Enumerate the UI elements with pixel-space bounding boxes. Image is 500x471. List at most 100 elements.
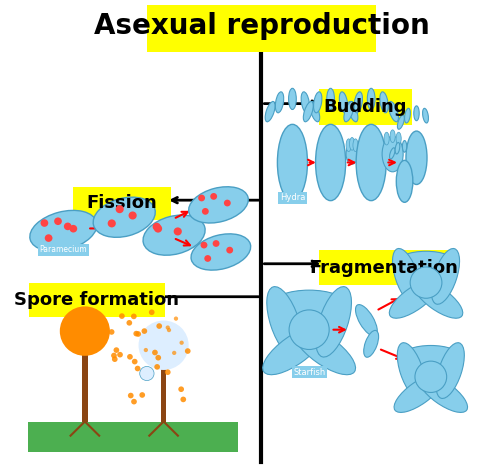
Ellipse shape (402, 346, 460, 368)
Ellipse shape (142, 328, 147, 334)
FancyBboxPatch shape (73, 187, 170, 220)
Ellipse shape (138, 321, 188, 370)
Ellipse shape (404, 108, 410, 123)
Ellipse shape (344, 101, 354, 122)
Ellipse shape (289, 310, 329, 349)
Ellipse shape (111, 353, 117, 358)
Ellipse shape (388, 101, 398, 122)
Ellipse shape (114, 347, 119, 353)
Ellipse shape (346, 139, 351, 152)
Ellipse shape (356, 305, 378, 336)
Text: Spore formation: Spore formation (14, 291, 179, 309)
Ellipse shape (136, 331, 141, 337)
Ellipse shape (212, 240, 220, 247)
Ellipse shape (174, 227, 182, 236)
Ellipse shape (178, 386, 184, 392)
Ellipse shape (314, 92, 322, 113)
Ellipse shape (382, 136, 403, 172)
Ellipse shape (414, 106, 419, 121)
FancyBboxPatch shape (28, 283, 164, 317)
Ellipse shape (116, 205, 124, 213)
Ellipse shape (224, 200, 231, 206)
Ellipse shape (395, 142, 400, 154)
Ellipse shape (384, 132, 389, 145)
Ellipse shape (316, 124, 346, 201)
Ellipse shape (154, 225, 162, 233)
FancyBboxPatch shape (318, 89, 412, 125)
Ellipse shape (326, 88, 334, 110)
Ellipse shape (156, 323, 162, 329)
Ellipse shape (202, 208, 209, 215)
Ellipse shape (128, 393, 134, 398)
Text: Fission: Fission (86, 195, 157, 212)
Ellipse shape (226, 247, 233, 253)
Ellipse shape (152, 223, 161, 231)
Ellipse shape (340, 92, 347, 113)
Ellipse shape (356, 124, 386, 201)
Ellipse shape (108, 219, 116, 227)
Ellipse shape (406, 131, 427, 185)
Ellipse shape (293, 326, 356, 375)
FancyBboxPatch shape (28, 422, 238, 452)
FancyBboxPatch shape (82, 351, 87, 422)
Ellipse shape (414, 280, 463, 318)
Ellipse shape (149, 309, 154, 315)
Ellipse shape (44, 234, 52, 242)
Ellipse shape (394, 374, 444, 413)
Ellipse shape (304, 101, 313, 122)
Text: Paramecium: Paramecium (40, 245, 87, 254)
Ellipse shape (154, 364, 160, 370)
Ellipse shape (144, 348, 148, 352)
Ellipse shape (262, 326, 325, 375)
Ellipse shape (40, 219, 48, 227)
Ellipse shape (132, 359, 138, 365)
Ellipse shape (180, 397, 186, 402)
Ellipse shape (390, 280, 439, 318)
Ellipse shape (146, 373, 152, 379)
Ellipse shape (396, 160, 413, 203)
Ellipse shape (135, 365, 140, 371)
Ellipse shape (350, 138, 354, 150)
Ellipse shape (93, 197, 156, 237)
Ellipse shape (390, 148, 395, 159)
Ellipse shape (310, 101, 320, 122)
Ellipse shape (210, 193, 217, 200)
Ellipse shape (140, 366, 154, 381)
Ellipse shape (30, 211, 97, 251)
FancyBboxPatch shape (160, 365, 166, 422)
Ellipse shape (167, 328, 171, 332)
Ellipse shape (180, 341, 184, 345)
Ellipse shape (415, 361, 446, 392)
FancyBboxPatch shape (318, 250, 450, 285)
Ellipse shape (272, 290, 346, 318)
Ellipse shape (128, 211, 136, 219)
Ellipse shape (398, 115, 404, 129)
Ellipse shape (364, 330, 378, 357)
Text: Starfish: Starfish (293, 367, 326, 377)
Ellipse shape (127, 354, 133, 360)
Ellipse shape (134, 331, 139, 336)
Ellipse shape (276, 92, 283, 113)
Ellipse shape (156, 355, 161, 360)
Ellipse shape (396, 132, 401, 145)
Ellipse shape (346, 144, 358, 164)
Ellipse shape (119, 313, 125, 319)
Ellipse shape (432, 249, 460, 304)
Ellipse shape (131, 314, 136, 319)
Ellipse shape (185, 348, 190, 354)
Ellipse shape (410, 267, 442, 298)
Ellipse shape (140, 392, 145, 398)
Ellipse shape (117, 352, 123, 357)
Ellipse shape (126, 320, 132, 325)
Ellipse shape (422, 108, 428, 123)
Text: Asexual reproduction: Asexual reproduction (94, 12, 429, 40)
Ellipse shape (288, 88, 296, 110)
Ellipse shape (112, 357, 117, 362)
Ellipse shape (191, 234, 250, 270)
Ellipse shape (152, 349, 158, 355)
Ellipse shape (278, 124, 308, 201)
Text: Hydra: Hydra (280, 193, 305, 203)
Ellipse shape (174, 317, 178, 321)
Ellipse shape (64, 223, 72, 230)
Ellipse shape (392, 249, 420, 304)
